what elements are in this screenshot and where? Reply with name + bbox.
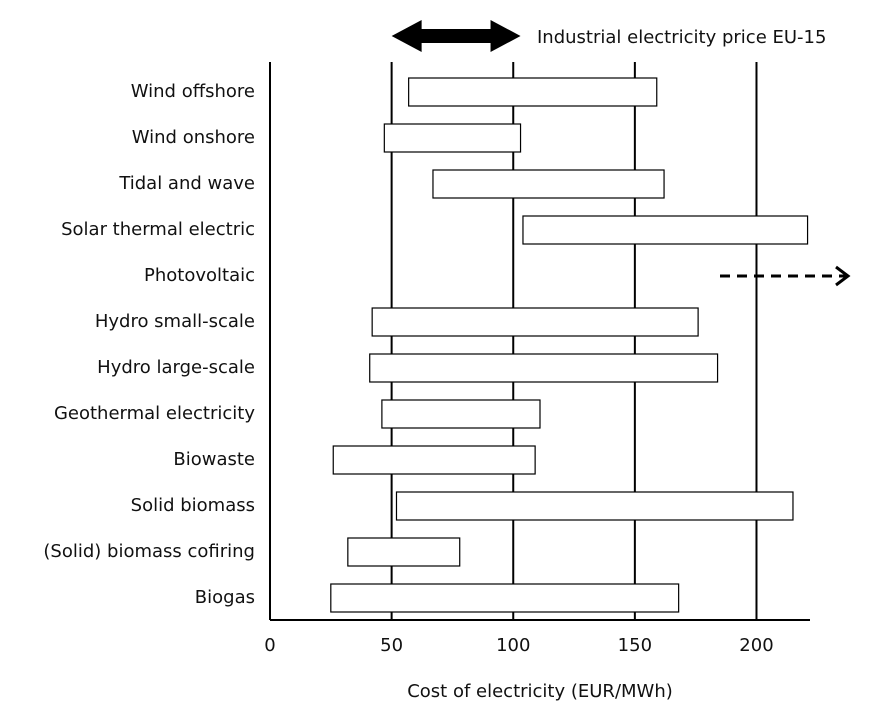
bar — [330, 583, 680, 613]
bar — [381, 399, 541, 429]
bar — [395, 491, 794, 521]
y-tick-label: Biogas — [195, 587, 255, 608]
bar — [432, 169, 665, 199]
price-label: Industrial electricity price EU-15 — [537, 27, 826, 48]
bar — [369, 353, 719, 383]
y-tick-label: Wind onshore — [132, 127, 255, 148]
y-tick-label: Hydro small-scale — [95, 311, 255, 332]
price-range-arrow — [391, 20, 521, 52]
x-tick-label: 100 — [496, 635, 530, 656]
y-tick-label: Solar thermal electric — [61, 219, 255, 240]
y-tick-label: Photovoltaic — [144, 265, 255, 286]
x-tick-label: 0 — [264, 635, 275, 656]
y-tick-label: Wind offshore — [131, 81, 255, 102]
y-tick-label: Hydro large-scale — [97, 357, 255, 378]
x-tick-label: 200 — [739, 635, 773, 656]
bar — [332, 445, 536, 475]
bar — [371, 307, 699, 337]
bar — [408, 77, 658, 107]
bar — [522, 215, 809, 245]
y-tick-label: Tidal and wave — [118, 173, 255, 194]
y-tick-label: Biowaste — [173, 449, 255, 470]
y-tick-label: (Solid) biomass cofiring — [43, 541, 255, 562]
bar — [383, 123, 522, 153]
y-tick-label: Solid biomass — [131, 495, 255, 516]
open-range-head — [835, 265, 851, 287]
x-tick-label: 150 — [618, 635, 652, 656]
bar — [347, 537, 461, 567]
y-tick-label: Geothermal electricity — [54, 403, 255, 424]
x-tick-label: 50 — [380, 635, 403, 656]
x-axis-label: Cost of electricity (EUR/MWh) — [407, 681, 673, 702]
